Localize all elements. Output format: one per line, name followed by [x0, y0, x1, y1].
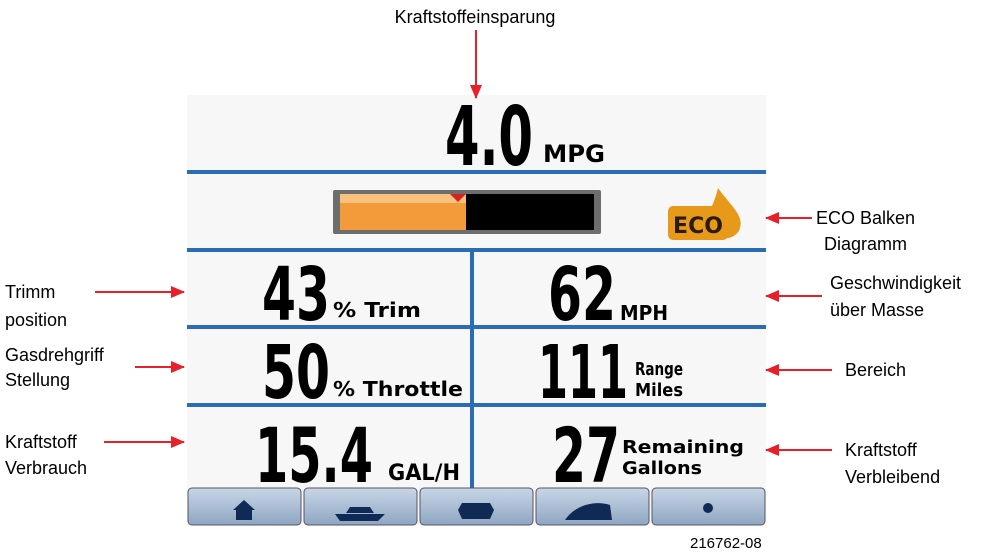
throttle-value: 50 [262, 330, 330, 416]
annotation: Diagramm [824, 234, 907, 254]
fuel-remaining-unit: Remaining [622, 437, 744, 458]
fuel-flow-unit: GAL/H [388, 461, 460, 486]
annotation: ECO Balken [816, 208, 915, 228]
screen [187, 95, 766, 525]
annotation: Kraftstoff [5, 432, 78, 452]
trim-value: 43 [262, 252, 330, 338]
eco-label: ECO [673, 214, 723, 239]
annotation: Kraftstoff [845, 440, 918, 460]
economy-unit: MPG [543, 140, 605, 168]
range-unit: Range [635, 359, 683, 380]
display: 4.0 MPG ECO 43 % Trim 62 MPH 50 % Thrott… [187, 90, 766, 526]
fuel-flow-value: 15.4 [255, 411, 373, 500]
annotation: position [5, 310, 67, 330]
annotation: Verbrauch [5, 458, 87, 478]
annotation: Trimm [5, 282, 55, 302]
speed-value: 62 [548, 252, 616, 338]
eco-icon: ECO [668, 188, 741, 240]
trim-unit: % Trim [333, 298, 421, 322]
annotation: Bereich [845, 360, 906, 380]
annotation: über Masse [830, 300, 924, 320]
fuel-remaining-value: 27 [552, 411, 620, 500]
annotation: Verbleibend [845, 467, 940, 487]
annotations: Kraftstoffeinsparung ECO Balken Diagramm… [5, 7, 961, 552]
fuel-remaining-unit: Gallons [622, 458, 702, 479]
boat-tab[interactable] [303, 487, 418, 526]
figure-id: 216762-08 [690, 535, 762, 552]
range-unit: Miles [635, 380, 683, 401]
range-value: 111 [538, 330, 628, 416]
tab-bar [187, 487, 766, 526]
annotation: Kraftstoffeinsparung [395, 7, 556, 27]
speed-unit: MPH [620, 301, 668, 325]
annotation: Stellung [5, 370, 70, 390]
economy-value: 4.0 [445, 90, 533, 185]
annotation: Gasdrehgriff [5, 345, 105, 365]
eco-bar [333, 190, 601, 234]
throttle-unit: % Throttle [333, 377, 463, 401]
annotation: Geschwindigkeit [830, 273, 961, 293]
